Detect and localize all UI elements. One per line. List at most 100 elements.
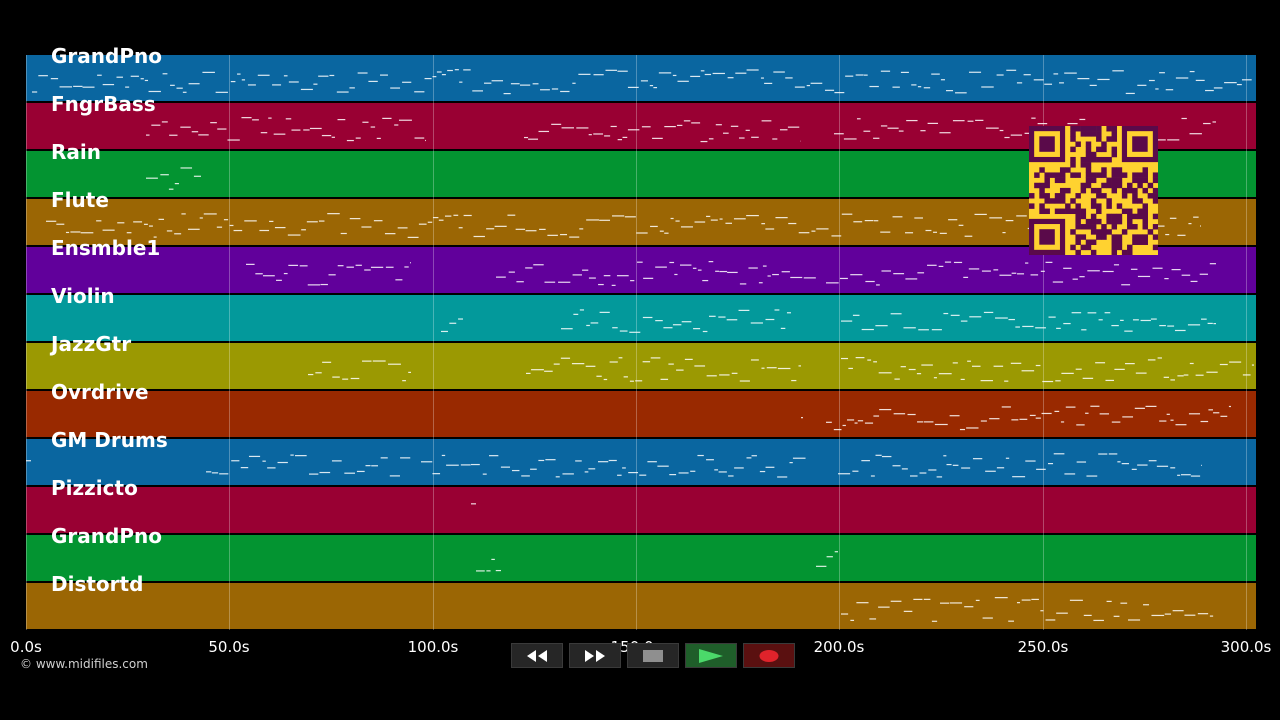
note-mark [931,73,940,75]
qr-module [1090,151,1097,158]
note-mark [608,459,617,462]
qr-module [1034,182,1040,189]
note-mark [553,363,560,365]
qr-module [1147,229,1154,235]
note-mark [1030,274,1039,276]
note-mark [777,476,788,478]
note-mark [471,503,476,505]
note-mark [677,80,689,82]
note-mark [826,421,832,423]
note-mark [558,281,571,283]
note-mark [274,226,286,229]
qr-module [1152,244,1159,251]
note-mark [609,361,618,363]
note-mark [400,457,411,459]
note-mark [612,327,618,329]
note-mark [1071,312,1082,314]
note-mark [734,467,744,469]
note-mark [996,74,1004,76]
note-mark [569,236,580,238]
note-mark [1188,413,1201,415]
qr-module [1049,198,1056,204]
note-mark [582,269,589,271]
note-mark [630,280,635,282]
note-mark [985,470,996,472]
rewind-button[interactable] [511,643,563,668]
note-mark [65,231,70,234]
note-mark [519,84,531,86]
note-mark [1113,615,1120,617]
play-button[interactable] [685,643,737,668]
note-mark [1205,89,1214,92]
note-mark [555,476,560,478]
note-mark [1117,461,1121,463]
note-mark [989,418,1000,420]
note-mark [746,69,759,71]
note-mark [398,119,412,121]
note-mark [241,79,246,81]
qr-module [1044,172,1050,178]
track-lane [26,391,1256,437]
fast-forward-button[interactable] [569,643,621,668]
note-mark [739,137,745,139]
note-mark [1128,619,1141,621]
grid-line [636,55,637,630]
qr-module [1111,224,1118,230]
note-mark [1155,88,1159,90]
note-mark [1174,329,1186,332]
note-mark [972,365,981,367]
note-mark [831,235,842,237]
note-mark [572,82,576,84]
note-mark [370,126,376,128]
note-mark [273,133,286,135]
note-mark [774,309,780,311]
note-mark [692,267,697,269]
note-mark [623,376,628,378]
note-mark [869,618,877,620]
qr-module [1075,203,1081,209]
note-mark [1064,72,1077,74]
note-mark [779,129,788,131]
note-mark [32,91,38,93]
note-mark [725,222,732,224]
note-mark [133,221,143,223]
note-mark [117,222,125,224]
note-mark [470,463,480,466]
note-mark [211,472,219,474]
note-mark [856,602,869,604]
qr-module [1070,156,1076,163]
note-mark [503,92,511,95]
note-mark [982,617,993,619]
note-mark [806,84,811,87]
note-mark [1010,134,1023,136]
note-mark [1079,276,1085,278]
note-mark [288,81,299,83]
record-button[interactable] [743,643,795,668]
note-mark [229,224,234,227]
note-mark [1213,412,1220,414]
note-mark [697,269,702,271]
stop-button[interactable] [627,643,679,668]
track-lane [26,439,1256,485]
note-lane [32,69,1252,95]
note-lane [246,261,1216,286]
qr-module [1096,136,1102,142]
note-mark [1236,83,1242,86]
note-mark [287,234,301,236]
qr-module [1132,239,1138,245]
note-mark [586,324,590,327]
note-mark [217,128,227,130]
note-mark [647,461,657,463]
note-mark [923,87,931,89]
note-mark [861,328,874,331]
note-mark [432,76,437,78]
note-mark [1135,372,1147,374]
note-mark [873,137,880,139]
note-mark [968,71,982,73]
note-mark [945,90,954,92]
note-mark [712,72,725,75]
note-mark [863,130,871,132]
qr-module [1127,187,1133,194]
note-mark [473,235,485,238]
qr-module [1075,126,1081,132]
